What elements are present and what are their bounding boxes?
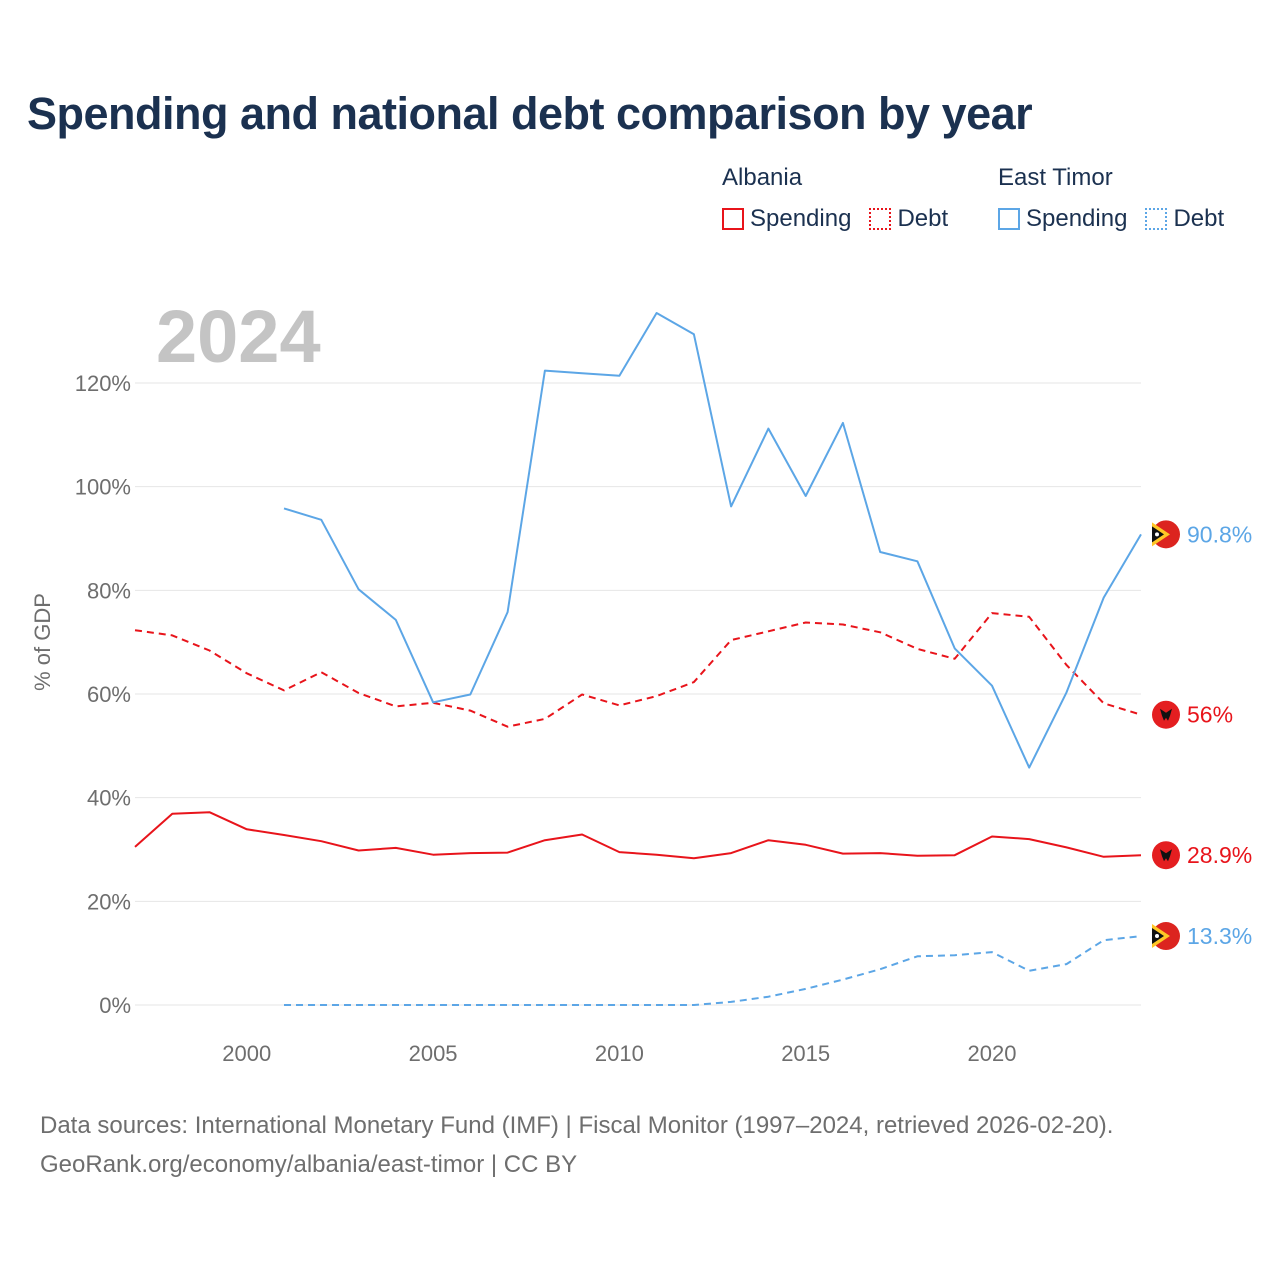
series-line-east-timor-debt — [284, 935, 1142, 1006]
legend-group-albania: Albania Spending Debt — [722, 162, 948, 234]
legend-group-name: East Timor — [998, 164, 1113, 191]
east-timor-flag-icon — [1152, 922, 1180, 951]
legend-swatch-dotted-icon — [1145, 208, 1168, 230]
legend-item-albania-debt[interactable]: Debt — [869, 204, 948, 234]
end-value-label: 90.8% — [1187, 521, 1252, 547]
end-value-label: 56% — [1187, 702, 1233, 728]
eagle-shape — [1160, 708, 1172, 721]
legend-swatch-solid-icon — [998, 208, 1020, 230]
sources-line: Data sources: International Monetary Fun… — [40, 1112, 1114, 1139]
legend-label: Spending — [750, 205, 852, 232]
x-tick-label: 2010 — [595, 1041, 644, 1066]
end-value-label: 28.9% — [1187, 842, 1252, 868]
east-timor-flag-icon — [1152, 520, 1180, 549]
legend-item-east-timor-spending[interactable]: Spending — [998, 204, 1127, 234]
y-tick-label: 40% — [87, 786, 131, 811]
albania-flag-icon — [1152, 841, 1180, 870]
eagle-shape — [1160, 849, 1172, 862]
legend-label: Debt — [897, 205, 949, 232]
x-tick-label: 2000 — [222, 1041, 271, 1066]
legend-swatch-solid-icon — [722, 208, 744, 230]
legend-label: Debt — [1173, 205, 1225, 232]
legend-group-east-timor: East Timor Spending Debt — [998, 162, 1224, 234]
legend-group-name: Albania — [722, 164, 803, 191]
year-watermark: 2024 — [156, 295, 321, 378]
y-axis-label: % of GDP — [30, 593, 55, 691]
chart-title: Spending and national debt comparison by… — [27, 88, 1033, 139]
x-tick-label: 2020 — [967, 1041, 1016, 1066]
legend-item-east-timor-debt[interactable]: Debt — [1145, 204, 1224, 234]
x-tick-label: 2015 — [781, 1041, 830, 1066]
x-tick-label: 2005 — [409, 1041, 458, 1066]
series-line-east-timor-spending — [283, 312, 1142, 769]
series-line-albania-spending — [134, 811, 1142, 860]
y-tick-label: 60% — [87, 682, 131, 707]
flag-star — [1155, 934, 1159, 939]
series-line-albania-debt — [134, 612, 1142, 728]
legend-swatch-dotted-icon — [869, 208, 892, 230]
y-tick-label: 80% — [87, 578, 131, 603]
albania-flag-icon — [1152, 700, 1180, 729]
y-tick-label: 100% — [75, 475, 131, 500]
flag-star — [1155, 532, 1159, 537]
y-tick-label: 20% — [87, 889, 131, 914]
legend-label: Spending — [1026, 205, 1128, 232]
y-tick-label: 120% — [75, 371, 131, 396]
end-value-label: 13.3% — [1187, 923, 1252, 949]
data-sources: Data sources: International Monetary Fun… — [40, 1106, 1113, 1184]
y-tick-label: 0% — [99, 993, 131, 1018]
legend-item-albania-spending[interactable]: Spending — [722, 204, 851, 234]
attribution-link[interactable]: GeoRank.org/economy/albania/east-timor |… — [40, 1151, 578, 1178]
